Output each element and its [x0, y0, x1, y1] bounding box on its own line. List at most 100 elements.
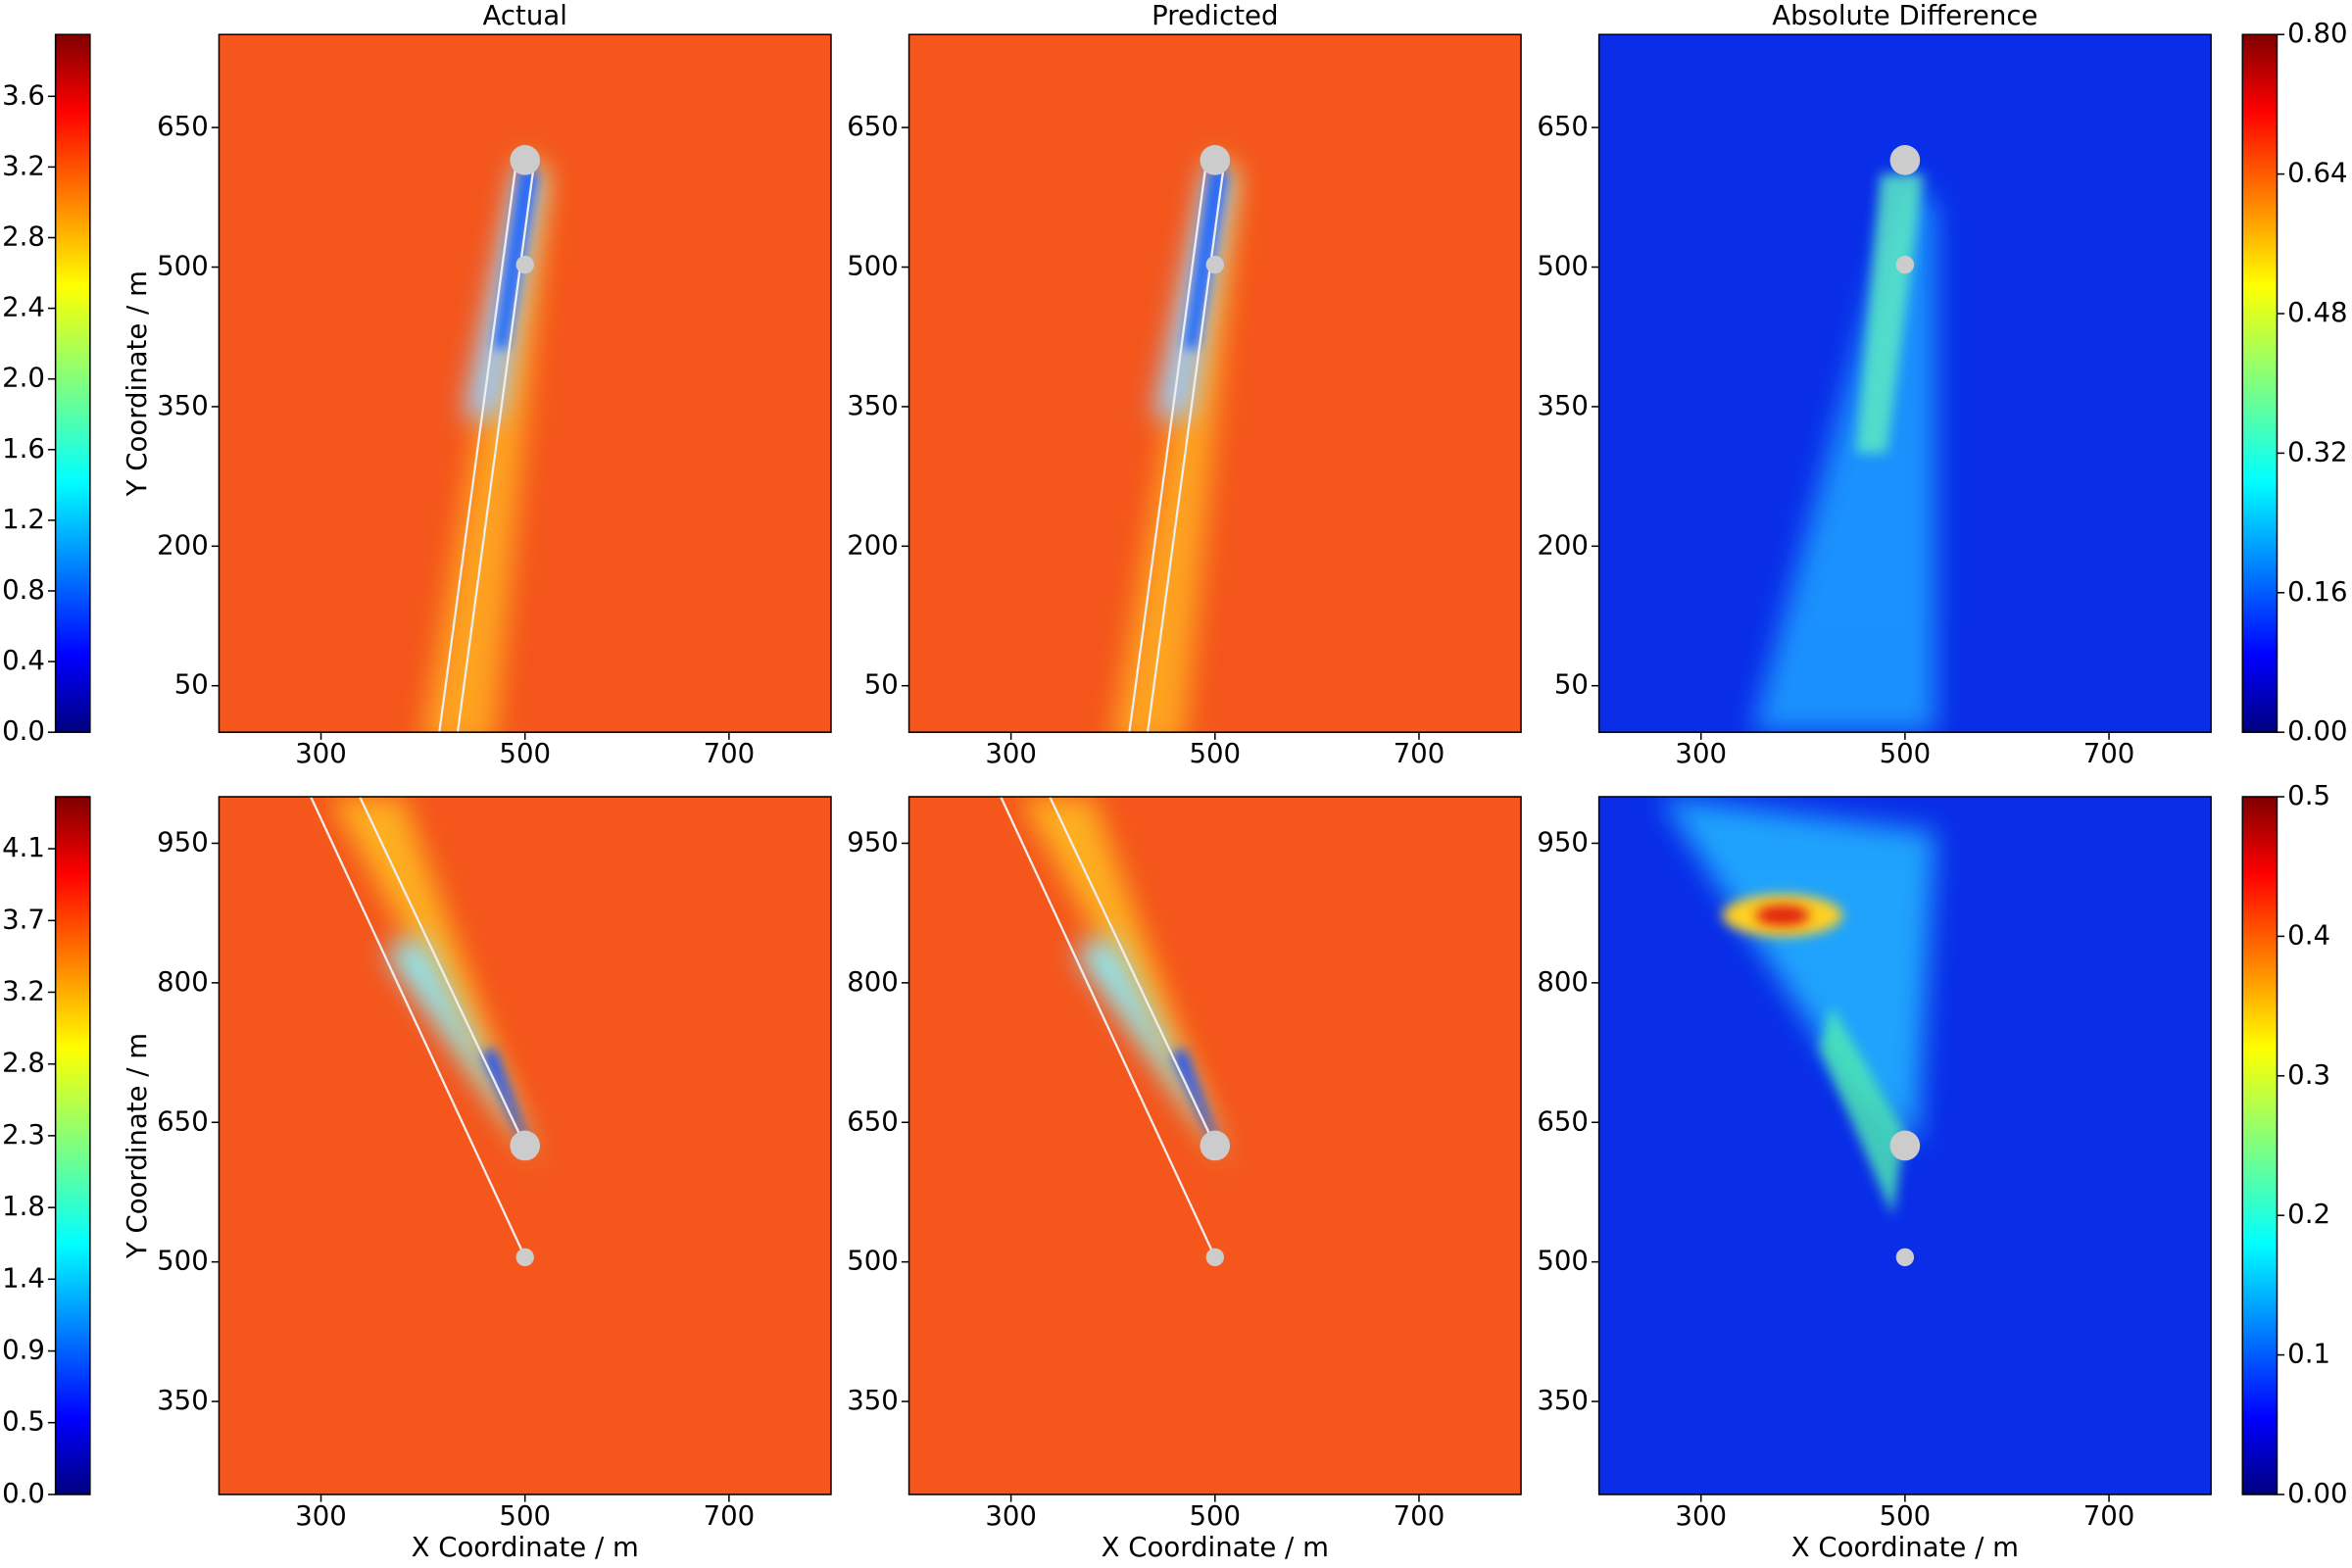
colorbar-tick-label: 4.1 — [2, 832, 45, 863]
colorbar-tick-label: 1.2 — [2, 504, 45, 535]
colorbar-tick-label: 0.0 — [2, 1478, 45, 1509]
panel-title: Absolute Difference — [1772, 0, 2037, 31]
turbine — [1895, 1248, 1915, 1267]
x-tick-label: 300 — [295, 738, 347, 769]
wake-line — [1049, 797, 1216, 1147]
colorbar-tick-label: 0.1 — [2287, 1339, 2330, 1370]
colorbar-tick-label: 3.2 — [2, 150, 45, 181]
colorbar-tick-label: 2.0 — [2, 363, 45, 394]
x-tick-label: 500 — [499, 1500, 551, 1532]
x-tick-label: 500 — [1880, 738, 1932, 769]
x-tick-label: 500 — [1190, 738, 1242, 769]
colorbar-tick-label: 0.5 — [2287, 780, 2330, 811]
x-tick-label: 700 — [2083, 738, 2135, 769]
turbine — [1205, 1248, 1224, 1267]
y-tick-label: 350 — [847, 390, 899, 421]
panel-title: Predicted — [1152, 0, 1278, 31]
wake-line — [456, 153, 537, 733]
x-axis-label: X Coordinate / m — [412, 1532, 639, 1563]
y-tick-label: 500 — [847, 251, 899, 282]
turbine — [515, 255, 534, 274]
colorbar-tick-label: 0.00 — [2287, 1478, 2347, 1509]
y-tick-label: 800 — [1537, 966, 1589, 998]
heatmap-field — [1598, 34, 2212, 733]
turbine — [510, 145, 541, 175]
y-tick-label: 350 — [157, 390, 209, 421]
error-band — [1819, 1005, 1905, 1216]
y-tick-label: 800 — [157, 966, 209, 998]
colorbar-ramp — [2241, 796, 2278, 1495]
y-tick-label: 200 — [157, 529, 209, 561]
wake-line — [359, 797, 526, 1147]
colorbar-tick-label: 0.32 — [2287, 436, 2347, 467]
y-tick-label: 500 — [1537, 251, 1589, 282]
colorbar-tick-label: 0.8 — [2, 574, 45, 606]
y-tick-label: 350 — [847, 1385, 899, 1416]
y-tick-label: 800 — [847, 966, 899, 998]
x-axis-label: X Coordinate / m — [1102, 1532, 1329, 1563]
colorbar-tick-label: 0.4 — [2, 645, 45, 676]
y-tick-label: 500 — [157, 251, 209, 282]
colorbar-tick-label: 0.64 — [2287, 158, 2347, 189]
x-tick-label: 700 — [1394, 738, 1446, 769]
panel: 300 500 700 350 500 650 800 950 X Coordinate / m… — [122, 796, 832, 1563]
x-tick-label: 300 — [1675, 1500, 1727, 1532]
y-tick-label: 50 — [174, 669, 209, 701]
y-tick-label: 650 — [157, 1105, 209, 1137]
y-tick-label: 650 — [1537, 111, 1589, 142]
y-tick-label: 950 — [1537, 826, 1589, 858]
x-axis-label: X Coordinate / m — [1791, 1532, 2019, 1563]
y-axis-label: Y Coordinate / m — [122, 1033, 153, 1259]
x-tick-label: 500 — [1190, 1500, 1242, 1532]
colorbar-tick-label: 3.7 — [2, 904, 45, 935]
x-tick-label: 700 — [2083, 1500, 2135, 1532]
colorbar-tick-label: 2.8 — [2, 1048, 45, 1079]
heatmap-field — [219, 34, 831, 733]
colorbar-tick-label: 0.0 — [2, 715, 45, 747]
colorbar: 0.0 0.4 0.8 1.2 1.6 2.0 2.4 2.8 3.2 3.6 — [2, 33, 91, 747]
x-tick-label: 700 — [1394, 1500, 1446, 1532]
panel: 300 500 700 50 200 350 500 650 Actual Y Coordinat… — [122, 0, 832, 769]
x-tick-label: 700 — [704, 1500, 756, 1532]
turbine — [515, 1248, 534, 1267]
colorbar-tick-label: 2.8 — [2, 220, 45, 252]
error-band — [1855, 173, 1924, 454]
panel: 300 500 700 50 200 350 500 650 Absolute Differen… — [1537, 0, 2212, 769]
x-tick-label: 300 — [1675, 738, 1727, 769]
x-tick-label: 500 — [499, 738, 551, 769]
y-tick-label: 650 — [847, 1105, 899, 1137]
panel: 300 500 700 350 500 650 800 950 X Coordinate / m — [847, 796, 1522, 1563]
y-tick-label: 50 — [864, 669, 899, 701]
y-tick-label: 650 — [847, 111, 899, 142]
turbine — [1205, 255, 1224, 274]
panel: 300 500 700 50 200 350 500 650 Predicted — [847, 0, 1522, 769]
heatmap-field — [1598, 797, 2212, 1494]
wake-line — [1128, 153, 1209, 733]
colorbar-tick-label: 0.00 — [2287, 715, 2347, 747]
wake-line — [1146, 153, 1227, 733]
wake-line — [310, 797, 526, 1258]
colorbar-tick-label: 0.5 — [2, 1406, 45, 1438]
colorbar-ramp — [54, 796, 91, 1495]
y-tick-label: 200 — [1537, 529, 1589, 561]
y-tick-label: 500 — [157, 1246, 209, 1277]
colorbar-tick-label: 3.6 — [2, 79, 45, 111]
plume — [384, 936, 538, 1160]
plume — [1172, 1048, 1222, 1153]
turbine — [1200, 145, 1231, 175]
y-tick-label: 350 — [1537, 390, 1589, 421]
wake-line — [438, 153, 519, 733]
colorbar-tick-label: 1.4 — [2, 1262, 45, 1294]
error-band — [1660, 797, 1936, 1146]
colorbar-tick-label: 0.9 — [2, 1335, 45, 1366]
y-axis-label: Y Coordinate / m — [122, 270, 153, 497]
y-tick-label: 50 — [1554, 669, 1589, 701]
heatmap-field — [908, 797, 1522, 1494]
y-tick-label: 650 — [157, 111, 209, 142]
wake-line — [1000, 797, 1216, 1258]
turbine — [510, 1130, 541, 1161]
x-tick-label: 300 — [985, 738, 1037, 769]
colorbar-tick-label: 0.48 — [2287, 297, 2347, 328]
turbine — [1200, 1130, 1231, 1161]
colorbar: 0.0 0.5 0.9 1.4 1.8 2.3 2.8 3.2 3.7 4.1 — [2, 796, 91, 1509]
